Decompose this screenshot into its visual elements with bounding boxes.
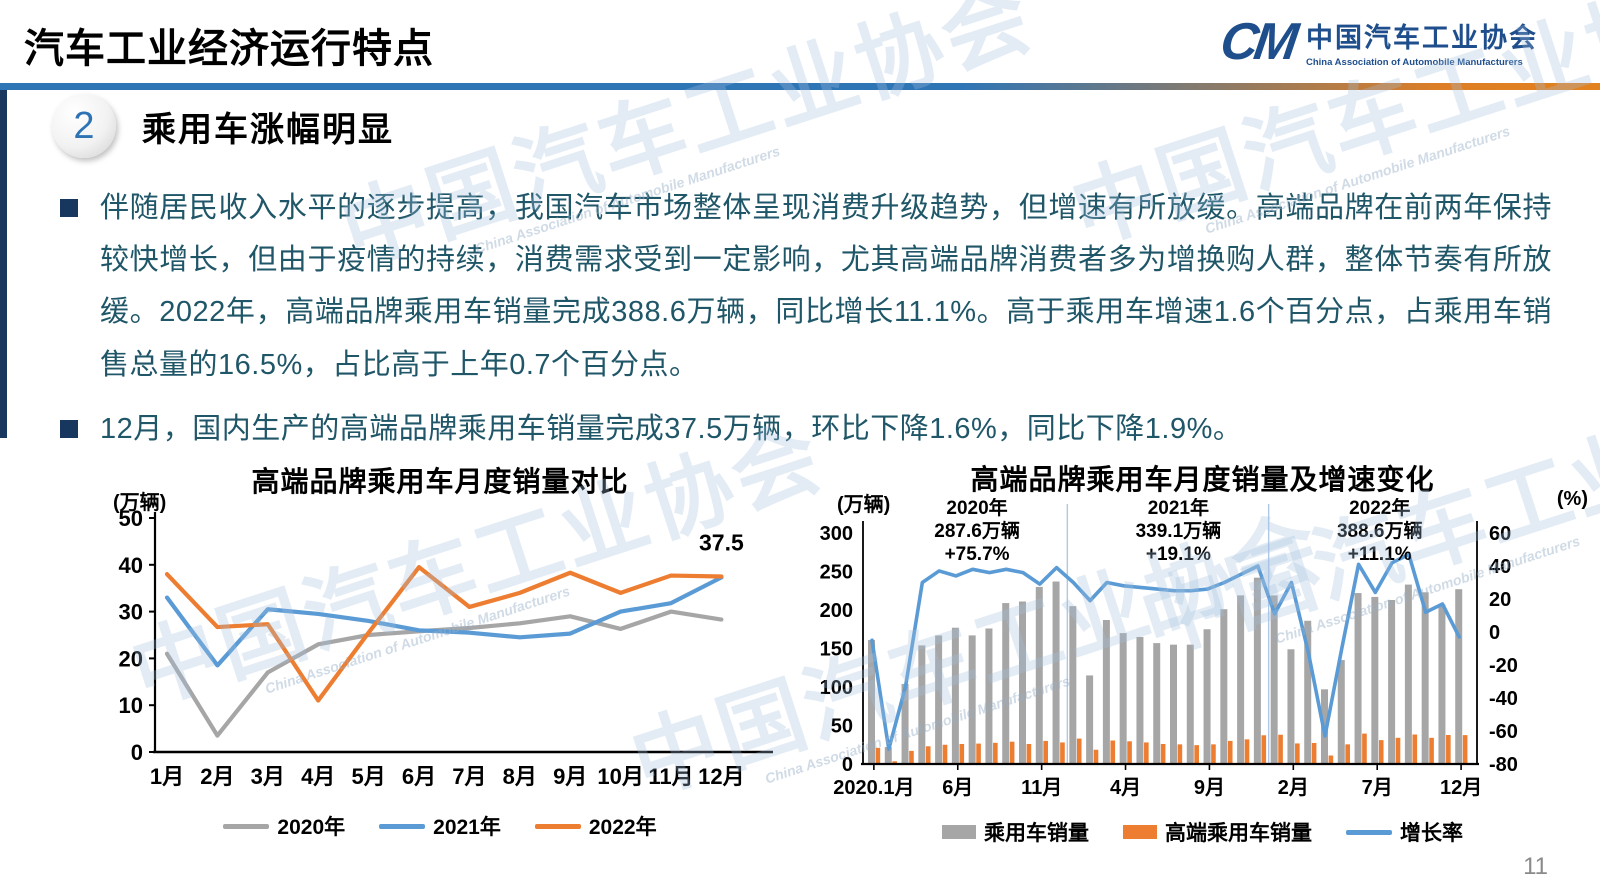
svg-text:12月: 12月 — [698, 764, 744, 789]
bullet-item: 12月，国内生产的高端品牌乘用车销量完成37.5万辆，环比下降1.6%，同比下降… — [60, 403, 1552, 455]
svg-text:4月: 4月 — [1110, 777, 1141, 799]
svg-text:20: 20 — [1489, 589, 1511, 611]
legend-item: 2021年 — [379, 811, 501, 841]
svg-text:9月: 9月 — [553, 764, 587, 789]
svg-text:-80: -80 — [1489, 754, 1518, 776]
legend-swatch-icon — [223, 823, 270, 829]
svg-text:3月: 3月 — [251, 764, 285, 789]
svg-text:6月: 6月 — [942, 777, 973, 799]
legend-label: 2021年 — [433, 816, 501, 839]
page-number: 11 — [1523, 853, 1548, 880]
bullet-item: 伴随居民收入水平的逐步提高，我国汽车市场整体呈现消费升级趋势，但增速有所放缓。高… — [60, 182, 1552, 391]
svg-text:200: 200 — [820, 600, 853, 622]
legend-label: 2020年 — [277, 816, 346, 839]
legend-swatch-icon — [534, 823, 581, 829]
svg-text:2月: 2月 — [200, 764, 234, 789]
header-divider-rule — [0, 83, 1600, 90]
section-head: 2 乘用车涨幅明显 — [52, 94, 394, 158]
right-chart-left-y-unit: (万辆) — [837, 494, 891, 516]
legend-swatch-icon — [1123, 825, 1157, 839]
svg-text:0: 0 — [842, 754, 853, 776]
bullet-list: 伴随居民收入水平的逐步提高，我国汽车市场整体呈现消费升级趋势，但增速有所放缓。高… — [60, 182, 1552, 467]
legend-item: 增长率 — [1346, 817, 1463, 847]
right-chart-right-y-unit: (%) — [1556, 488, 1588, 510]
caam-logo-mark-icon: CM — [1217, 13, 1299, 71]
svg-text:8月: 8月 — [503, 764, 537, 789]
right-chart-plot: 0 50 100 150 200 250 300 -80 -60 -40 -20 0 20 40 60 202… — [820, 496, 1518, 799]
svg-text:9月: 9月 — [1194, 777, 1225, 799]
left-chart-plot: 0 10 20 30 40 50 1月 2月 3月 4月 5月 6月 7月 8月 9月 10月 11月 12月 37… — [119, 506, 773, 789]
legend-label: 高端乘用车销量 — [1165, 822, 1312, 845]
bullet-square-icon — [60, 199, 78, 217]
bullet-square-icon — [60, 419, 78, 438]
svg-text:40: 40 — [119, 553, 143, 578]
svg-text:6月: 6月 — [402, 764, 436, 789]
svg-text:10: 10 — [119, 693, 143, 718]
svg-text:40: 40 — [1489, 556, 1511, 578]
left-chart-legend: 2020年 2021年 2022年 — [95, 811, 785, 841]
svg-text:7月: 7月 — [1362, 777, 1393, 799]
caam-logo-en: China Association of Automobile Manufact… — [1306, 57, 1523, 68]
svg-text:0: 0 — [1489, 622, 1500, 644]
legend-label: 2022年 — [588, 816, 657, 839]
bullet-text: 12月，国内生产的高端品牌乘用车销量完成37.5万辆，环比下降1.6%，同比下降… — [100, 412, 1243, 445]
svg-text:30: 30 — [119, 600, 143, 625]
svg-text:1月: 1月 — [150, 764, 184, 789]
svg-text:150: 150 — [820, 639, 853, 661]
left-chart-y-unit: (万辆) — [113, 492, 167, 514]
legend-swatch-icon — [379, 823, 426, 829]
right-chart-legend: 乘用车销量 高端乘用车销量 增长率 — [815, 817, 1590, 847]
right-chart-title: 高端品牌乘用车月度销量及增速变化 — [970, 464, 1435, 495]
section-title: 乘用车涨幅明显 — [142, 110, 394, 149]
legend-swatch-icon — [1346, 829, 1392, 835]
legend-item: 2022年 — [534, 811, 657, 841]
legend-item: 高端乘用车销量 — [1123, 817, 1312, 847]
caam-logo: CM 中国汽车工业协会 China Association of Automob… — [1217, 13, 1538, 71]
svg-text:10月: 10月 — [597, 764, 643, 789]
svg-text:0: 0 — [131, 740, 143, 765]
svg-text:50: 50 — [831, 716, 853, 738]
legend-label: 增长率 — [1400, 822, 1463, 845]
svg-text:5月: 5月 — [351, 764, 385, 789]
page-title: 汽车工业经济运行特点 — [24, 27, 434, 71]
caam-logo-cn: 中国汽车工业协会 — [1306, 23, 1538, 53]
svg-text:37.5: 37.5 — [699, 530, 744, 556]
svg-text:2020.1月: 2020.1月 — [833, 777, 914, 799]
right-chart: 高端品牌乘用车月度销量及增速变化 (万辆) (%) 0 50 100 150 200 25… — [815, 452, 1590, 882]
svg-text:2月: 2月 — [1278, 777, 1309, 799]
svg-text:250: 250 — [820, 562, 853, 584]
legend-item: 乘用车销量 — [942, 817, 1089, 847]
section-number-badge: 2 — [52, 94, 116, 158]
svg-text:-20: -20 — [1489, 655, 1518, 677]
left-chart-title: 高端品牌乘用车月度销量对比 — [251, 466, 629, 497]
svg-text:12月: 12月 — [1440, 777, 1482, 799]
svg-text:11月: 11月 — [1021, 777, 1062, 799]
svg-text:-40: -40 — [1489, 688, 1518, 710]
svg-text:20: 20 — [119, 646, 143, 671]
svg-text:100: 100 — [820, 677, 853, 699]
svg-text:50: 50 — [119, 506, 143, 531]
left-accent-bar — [0, 90, 7, 438]
legend-label: 乘用车销量 — [984, 822, 1089, 845]
legend-item: 2020年 — [223, 811, 345, 841]
svg-text:-60: -60 — [1489, 721, 1518, 743]
svg-text:60: 60 — [1489, 523, 1511, 545]
svg-text:4月: 4月 — [301, 764, 335, 789]
svg-text:300: 300 — [820, 523, 853, 545]
left-chart: 高端品牌乘用车月度销量对比 (万辆) 0 10 20 30 40 50 1月 2月 3月 4月 5月… — [95, 452, 785, 877]
bullet-text: 伴随居民收入水平的逐步提高，我国汽车市场整体呈现消费升级趋势，但增速有所放缓。高… — [100, 192, 1552, 381]
svg-text:11月: 11月 — [648, 764, 693, 789]
svg-text:7月: 7月 — [452, 764, 486, 789]
legend-swatch-icon — [942, 825, 976, 839]
